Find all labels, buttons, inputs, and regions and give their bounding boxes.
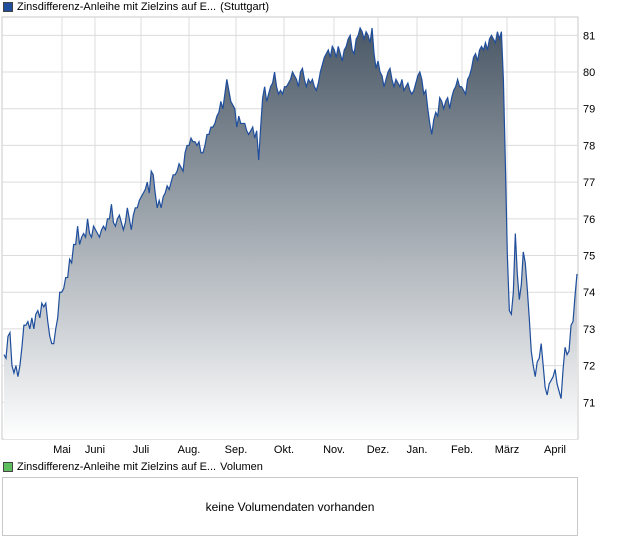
price-chart: 71 72 73 74 75 76 77 78 79 80 81 Mai Juni Juli Aug. Se… bbox=[1, 16, 595, 456]
price-legend-swatch bbox=[3, 2, 13, 12]
price-legend: Zinsdifferenz-Anleihe mit Zielzins auf E… bbox=[3, 0, 269, 14]
x-tick-label: Feb. bbox=[451, 444, 473, 456]
price-area bbox=[4, 28, 577, 439]
y-tick-label: 75 bbox=[583, 251, 595, 263]
no-volume-message: keine Volumendaten vorhanden bbox=[205, 500, 375, 514]
y-tick-label: 79 bbox=[583, 104, 595, 116]
y-tick-label: 80 bbox=[583, 67, 595, 79]
y-axis-ticks: 71 72 73 74 75 76 77 78 79 80 81 bbox=[583, 30, 595, 409]
y-tick-label: 72 bbox=[583, 361, 595, 373]
x-axis-ticks: Mai Juni Juli Aug. Sep. Okt. Nov. Dez. Jan. Feb. M… bbox=[53, 444, 566, 456]
volume-legend-label: Zinsdifferenz-Anleihe mit Zielzins auf E… bbox=[17, 461, 217, 473]
y-tick-label: 77 bbox=[583, 177, 595, 189]
y-tick-label: 78 bbox=[583, 140, 595, 152]
price-legend-label: Zinsdifferenz-Anleihe mit Zielzins auf E… bbox=[17, 1, 217, 13]
y-tick-label: 81 bbox=[583, 30, 595, 42]
exchange-label: (Stuttgart) bbox=[220, 1, 270, 13]
x-tick-label: April bbox=[544, 444, 566, 456]
x-tick-label: März bbox=[495, 444, 519, 456]
y-tick-label: 73 bbox=[583, 324, 595, 336]
price-line bbox=[3, 26, 578, 399]
x-tick-label: Juni bbox=[85, 444, 105, 456]
x-tick-label: Aug. bbox=[178, 444, 201, 456]
x-tick-label: Jan. bbox=[407, 444, 428, 456]
x-tick-label: Juli bbox=[133, 444, 150, 456]
volume-panel: keine Volumendaten vorhanden bbox=[2, 477, 578, 536]
volume-legend-swatch bbox=[3, 462, 13, 472]
x-tick-label: Nov. bbox=[323, 444, 345, 456]
volume-legend: Zinsdifferenz-Anleihe mit Zielzins auf E… bbox=[3, 460, 263, 474]
x-tick-label: Okt. bbox=[274, 444, 294, 456]
x-tick-label: Sep. bbox=[225, 444, 248, 456]
y-tick-label: 74 bbox=[583, 287, 595, 299]
x-tick-label: Dez. bbox=[367, 444, 390, 456]
volume-legend-suffix: Volumen bbox=[220, 461, 263, 473]
y-tick-label: 71 bbox=[583, 397, 595, 409]
x-tick-label: Mai bbox=[53, 444, 71, 456]
y-tick-label: 76 bbox=[583, 214, 595, 226]
